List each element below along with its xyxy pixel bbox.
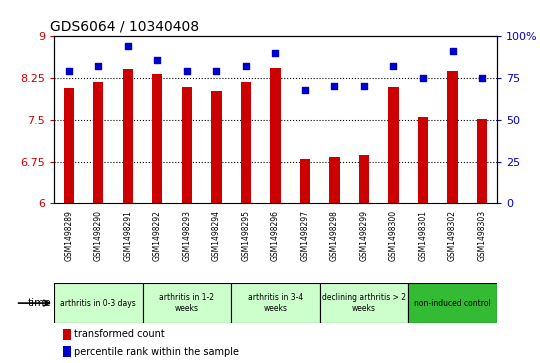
Bar: [64, 88, 74, 203]
Text: GSM1498289: GSM1498289: [64, 210, 73, 261]
Point: [64, 69, 73, 74]
Bar: [388, 87, 399, 203]
Bar: [63, 346, 71, 358]
Text: declining arthritis > 2
weeks: declining arthritis > 2 weeks: [322, 293, 406, 313]
Point: [330, 83, 339, 89]
Bar: [418, 117, 428, 203]
Bar: [359, 155, 369, 203]
Bar: [447, 71, 458, 203]
Text: GSM1498296: GSM1498296: [271, 210, 280, 261]
Text: GSM1498294: GSM1498294: [212, 210, 221, 261]
Bar: [408, 283, 497, 323]
Point: [124, 44, 132, 49]
Text: GSM1498303: GSM1498303: [477, 210, 487, 261]
Text: GSM1498290: GSM1498290: [94, 210, 103, 261]
Bar: [300, 159, 310, 203]
Point: [448, 48, 457, 54]
Text: GSM1498293: GSM1498293: [183, 210, 191, 261]
Text: percentile rank within the sample: percentile rank within the sample: [74, 347, 239, 357]
Point: [478, 75, 487, 81]
Text: GDS6064 / 10340408: GDS6064 / 10340408: [50, 20, 199, 34]
Bar: [181, 87, 192, 203]
Point: [301, 87, 309, 93]
Bar: [211, 91, 221, 203]
Text: arthritis in 0-3 days: arthritis in 0-3 days: [60, 299, 136, 307]
Text: GSM1498297: GSM1498297: [300, 210, 309, 261]
Text: non-induced control: non-induced control: [414, 299, 491, 307]
Bar: [241, 82, 251, 203]
Bar: [477, 119, 487, 203]
Text: arthritis in 1-2
weeks: arthritis in 1-2 weeks: [159, 293, 214, 313]
Text: arthritis in 3-4
weeks: arthritis in 3-4 weeks: [248, 293, 303, 313]
Bar: [231, 283, 320, 323]
Bar: [320, 283, 408, 323]
Point: [389, 64, 398, 69]
Text: GSM1498292: GSM1498292: [153, 210, 162, 261]
Text: GSM1498301: GSM1498301: [418, 210, 428, 261]
Text: GSM1498298: GSM1498298: [330, 210, 339, 261]
Text: GSM1498291: GSM1498291: [123, 210, 132, 261]
Text: transformed count: transformed count: [74, 329, 165, 339]
Point: [418, 75, 427, 81]
Text: GSM1498302: GSM1498302: [448, 210, 457, 261]
Point: [212, 69, 221, 74]
Bar: [270, 68, 281, 203]
Bar: [329, 157, 340, 203]
Point: [94, 64, 103, 69]
Point: [271, 50, 280, 56]
Bar: [152, 74, 163, 203]
Point: [241, 64, 250, 69]
Bar: [143, 283, 231, 323]
Text: GSM1498299: GSM1498299: [360, 210, 368, 261]
Text: time: time: [28, 298, 51, 308]
Bar: [123, 69, 133, 203]
Point: [360, 83, 368, 89]
Text: GSM1498300: GSM1498300: [389, 210, 398, 261]
Point: [183, 69, 191, 74]
Bar: [93, 82, 104, 203]
Point: [153, 57, 161, 62]
Bar: [63, 329, 71, 340]
Bar: [54, 283, 143, 323]
Text: GSM1498295: GSM1498295: [241, 210, 251, 261]
